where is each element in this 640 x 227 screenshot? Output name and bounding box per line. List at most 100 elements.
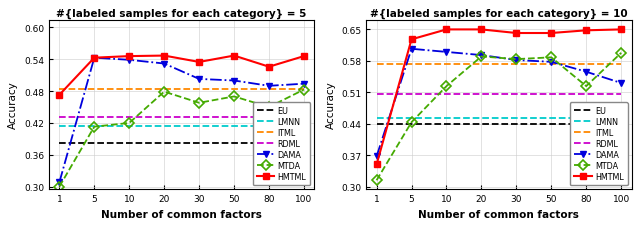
Line: DAMA: DAMA xyxy=(56,55,307,186)
DAMA xyxy=(408,48,415,51)
MTDA xyxy=(56,185,63,188)
HMTML xyxy=(125,55,133,58)
LMNN xyxy=(161,125,168,127)
Line: HMTML: HMTML xyxy=(56,53,307,99)
EU xyxy=(161,142,168,144)
LMNN xyxy=(90,125,98,127)
EU xyxy=(618,123,625,126)
LMNN xyxy=(513,117,520,120)
Legend: EU, LMNN, ITML, RDML, DAMA, MTDA, HMTML: EU, LMNN, ITML, RDML, DAMA, MTDA, HMTML xyxy=(570,103,628,185)
HMTML xyxy=(547,32,555,35)
DAMA xyxy=(372,155,380,158)
DAMA xyxy=(230,80,238,82)
HMTML xyxy=(582,30,590,32)
HMTML xyxy=(372,163,380,166)
HMTML xyxy=(513,32,520,35)
RDML xyxy=(125,116,133,118)
ITML xyxy=(161,88,168,91)
EU xyxy=(90,142,98,144)
RDML xyxy=(161,116,168,118)
EU xyxy=(265,142,273,144)
LMNN xyxy=(230,125,238,127)
Line: MTDA: MTDA xyxy=(373,50,625,184)
HMTML xyxy=(230,55,238,58)
RDML xyxy=(582,93,590,96)
DAMA xyxy=(300,83,308,86)
MTDA xyxy=(125,122,133,125)
LMNN xyxy=(300,125,308,127)
EU xyxy=(582,123,590,126)
DAMA xyxy=(161,63,168,66)
ITML xyxy=(195,88,203,91)
HMTML xyxy=(618,29,625,32)
EU xyxy=(372,123,380,126)
RDML xyxy=(56,116,63,118)
X-axis label: Number of common factors: Number of common factors xyxy=(101,209,262,219)
ITML xyxy=(265,88,273,91)
MTDA xyxy=(618,52,625,55)
DAMA xyxy=(265,85,273,88)
MTDA xyxy=(195,102,203,105)
LMNN xyxy=(477,117,485,120)
ITML xyxy=(90,88,98,91)
HMTML xyxy=(195,61,203,64)
ITML xyxy=(618,63,625,66)
RDML xyxy=(372,93,380,96)
MTDA xyxy=(230,96,238,98)
MTDA xyxy=(408,121,415,124)
MTDA xyxy=(300,89,308,91)
ITML xyxy=(582,63,590,66)
MTDA xyxy=(477,56,485,59)
RDML xyxy=(443,93,451,96)
MTDA xyxy=(372,179,380,182)
MTDA xyxy=(547,57,555,59)
EU xyxy=(300,142,308,144)
EU xyxy=(125,142,133,144)
Line: MTDA: MTDA xyxy=(56,87,307,190)
RDML xyxy=(618,93,625,96)
MTDA xyxy=(90,126,98,128)
MTDA xyxy=(582,85,590,88)
ITML xyxy=(513,63,520,66)
LMNN xyxy=(618,117,625,120)
LMNN xyxy=(547,117,555,120)
LMNN xyxy=(582,117,590,120)
LMNN xyxy=(125,125,133,127)
RDML xyxy=(547,93,555,96)
EU xyxy=(408,123,415,126)
LMNN xyxy=(443,117,451,120)
MTDA xyxy=(265,106,273,109)
MTDA xyxy=(443,85,451,88)
DAMA xyxy=(195,78,203,81)
LMNN xyxy=(56,125,63,127)
HMTML xyxy=(408,39,415,42)
HMTML xyxy=(56,94,63,97)
HMTML xyxy=(443,29,451,32)
HMTML xyxy=(90,57,98,60)
DAMA xyxy=(618,82,625,85)
Y-axis label: Accuracy: Accuracy xyxy=(326,81,335,129)
HMTML xyxy=(477,29,485,32)
LMNN xyxy=(408,117,415,120)
Y-axis label: Accuracy: Accuracy xyxy=(8,81,19,129)
DAMA xyxy=(443,51,451,54)
ITML xyxy=(372,63,380,66)
EU xyxy=(443,123,451,126)
RDML xyxy=(265,116,273,118)
MTDA xyxy=(161,91,168,94)
ITML xyxy=(125,88,133,91)
HMTML xyxy=(300,55,308,58)
ITML xyxy=(56,88,63,91)
ITML xyxy=(408,63,415,66)
Title: #{labeled samples for each category} = 5: #{labeled samples for each category} = 5 xyxy=(56,8,307,19)
RDML xyxy=(195,116,203,118)
LMNN xyxy=(372,117,380,120)
RDML xyxy=(477,93,485,96)
EU xyxy=(230,142,238,144)
RDML xyxy=(300,116,308,118)
RDML xyxy=(230,116,238,118)
DAMA xyxy=(125,59,133,62)
EU xyxy=(195,142,203,144)
ITML xyxy=(300,88,308,91)
Legend: EU, LMNN, ITML, RDML, DAMA, MTDA, HMTML: EU, LMNN, ITML, RDML, DAMA, MTDA, HMTML xyxy=(253,103,310,185)
